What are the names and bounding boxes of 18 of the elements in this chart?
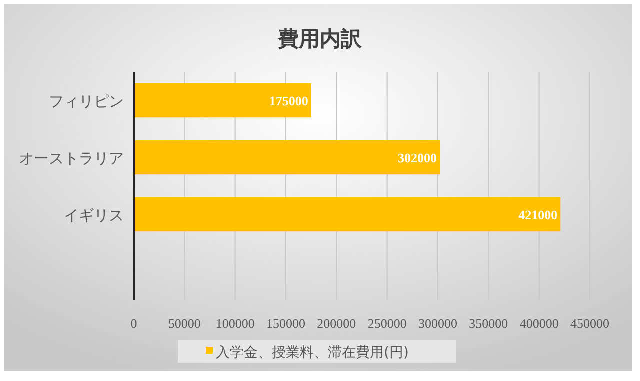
x-tick-label: 300000 xyxy=(418,316,458,331)
y-tick-label: フィリピン xyxy=(49,92,124,110)
y-tick-label: オーストラリア xyxy=(19,150,124,168)
x-tick-label: 0 xyxy=(130,316,138,331)
data-label: 175000 xyxy=(269,94,308,108)
legend-label: 入学金、授業料、滞在費用(円) xyxy=(216,345,409,361)
x-tick-label: 100000 xyxy=(216,316,255,331)
x-tick-label: 350000 xyxy=(469,316,508,331)
x-tick-label: 250000 xyxy=(368,316,407,331)
x-tick-label: 200000 xyxy=(317,316,356,331)
x-tick-label: 150000 xyxy=(266,316,306,331)
chart-title: 費用内訳 xyxy=(277,27,363,51)
x-tick-label: 400000 xyxy=(520,316,559,331)
data-label: 421000 xyxy=(518,208,558,222)
data-label: 302000 xyxy=(398,150,438,166)
y-tick-label: イギリス xyxy=(64,206,124,224)
x-tick-label: 50000 xyxy=(168,316,201,331)
x-tick-label: 450000 xyxy=(570,316,610,331)
